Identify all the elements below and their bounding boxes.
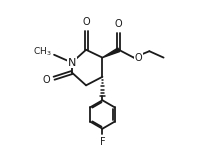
Text: N: N (68, 58, 76, 68)
Text: O: O (42, 75, 50, 85)
Text: O: O (82, 17, 90, 27)
Text: F: F (100, 137, 105, 147)
Polygon shape (102, 48, 120, 58)
Text: O: O (115, 19, 123, 29)
Text: O: O (134, 53, 142, 63)
Text: CH$_3$: CH$_3$ (33, 46, 52, 58)
